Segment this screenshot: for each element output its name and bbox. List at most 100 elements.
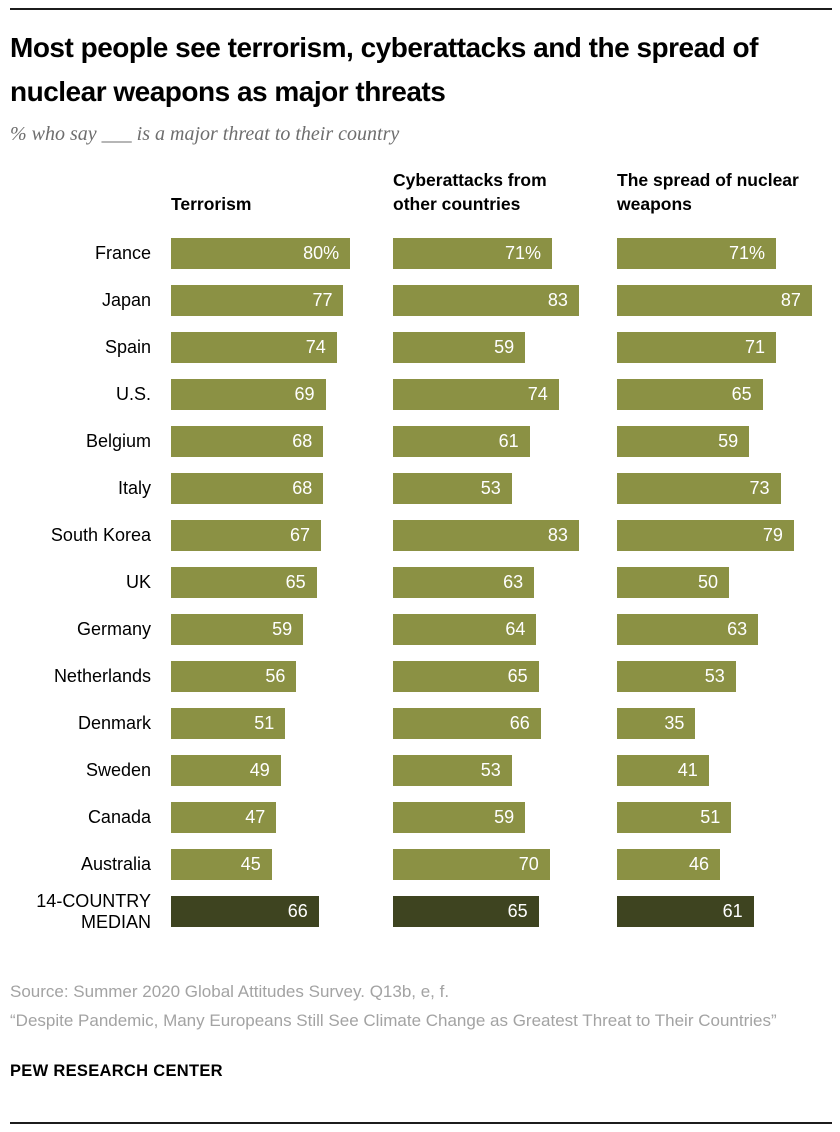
bar-cell: 77 <box>151 285 373 316</box>
row-label: Netherlands <box>53 666 151 686</box>
bar: 47 <box>171 802 277 833</box>
bar: 56 <box>171 661 297 692</box>
value-label: 46 <box>689 854 710 874</box>
value-label: 51 <box>254 713 275 733</box>
bar-cell: 83 <box>373 285 597 316</box>
value-label: 71% <box>505 243 542 263</box>
bar-cell: 51 <box>597 802 830 833</box>
value-label: 66 <box>509 713 530 733</box>
value-label: 67 <box>290 525 311 545</box>
row-label: Denmark <box>77 713 151 733</box>
row-label: Italy <box>117 478 151 498</box>
chart-row: Japan 77 83 87 <box>10 277 832 324</box>
bar-cell: 63 <box>373 567 597 598</box>
bar: 74 <box>393 379 559 410</box>
chart-row: Italy 68 53 73 <box>10 465 832 512</box>
chart-row: UK 65 63 50 <box>10 559 832 606</box>
series-header-cell: The spread of nuclear weapons <box>597 168 830 216</box>
series-header-cell: Terrorism <box>151 192 373 216</box>
chart-row: U.S. 69 74 65 <box>10 371 832 418</box>
value-label: 65 <box>731 384 752 404</box>
bar: 87 <box>617 285 812 316</box>
series-header-cyberattacks: Cyberattacks from other countries <box>393 170 547 214</box>
bar: 65 <box>171 567 317 598</box>
bar-cell: 53 <box>373 473 597 504</box>
source-note: Source: Summer 2020 Global Attitudes Sur… <box>10 982 450 1001</box>
series-header-terrorism: Terrorism <box>171 194 252 214</box>
bar-cell: 53 <box>373 755 597 786</box>
value-label: 51 <box>700 807 721 827</box>
bar-cell: 41 <box>597 755 830 786</box>
bar: 51 <box>171 708 286 739</box>
chart-row: South Korea 67 83 79 <box>10 512 832 559</box>
bar: 65 <box>393 896 539 927</box>
bar-cell: 71% <box>597 238 830 269</box>
bar-cell: 50 <box>597 567 830 598</box>
bar-cell: 79 <box>597 520 830 551</box>
bar: 71% <box>617 238 777 269</box>
bar: 61 <box>617 896 754 927</box>
bar: 46 <box>617 849 721 880</box>
bar: 50 <box>617 567 729 598</box>
chart-subtitle: % who say ___ is a major threat to their… <box>10 123 400 145</box>
chart-row: Belgium 68 61 59 <box>10 418 832 465</box>
row-label: Australia <box>80 854 151 874</box>
value-label: 83 <box>547 290 568 310</box>
chart-row: Sweden 49 53 41 <box>10 747 832 794</box>
value-label: 80% <box>303 243 340 263</box>
row-label: Canada <box>87 807 151 827</box>
bar: 49 <box>171 755 281 786</box>
row-label: Belgium <box>85 431 151 451</box>
bar: 53 <box>393 755 512 786</box>
value-label: 69 <box>294 384 315 404</box>
bar-cell: 56 <box>151 661 373 692</box>
series-header-nuclear: The spread of nuclear weapons <box>617 170 799 214</box>
value-label: 65 <box>507 901 528 921</box>
bar-cell: 74 <box>373 379 597 410</box>
bar: 35 <box>617 708 696 739</box>
value-label: 59 <box>272 619 293 639</box>
bar: 77 <box>171 285 344 316</box>
bar: 70 <box>393 849 550 880</box>
value-label: 59 <box>494 807 515 827</box>
bar: 66 <box>393 708 541 739</box>
bar-cell: 66 <box>373 708 597 739</box>
bar-cell: 47 <box>151 802 373 833</box>
bar-cell: 65 <box>373 661 597 692</box>
value-label: 63 <box>503 572 524 592</box>
chart-row: France 80% 71% 71% <box>10 230 832 277</box>
bar: 83 <box>393 285 579 316</box>
bar: 59 <box>617 426 750 457</box>
report-title-note: “Despite Pandemic, Many Europeans Still … <box>10 1011 777 1030</box>
bar-cell: 59 <box>151 614 373 645</box>
chart-row: Germany 59 64 63 <box>10 606 832 653</box>
value-label: 70 <box>518 854 539 874</box>
bar: 65 <box>617 379 763 410</box>
bar: 68 <box>171 473 324 504</box>
chart-row-median: 14-COUNTRY MEDIAN 66 65 61 <box>10 888 832 935</box>
value-label: 49 <box>249 760 270 780</box>
bar: 80% <box>171 238 351 269</box>
bar: 53 <box>617 661 736 692</box>
bar: 73 <box>617 473 781 504</box>
bar-cell: 66 <box>151 896 373 927</box>
bar: 71 <box>617 332 777 363</box>
bar-cell: 71% <box>373 238 597 269</box>
bar: 51 <box>617 802 732 833</box>
bar: 74 <box>171 332 337 363</box>
value-label: 56 <box>265 666 286 686</box>
value-label: 63 <box>727 619 748 639</box>
bar: 59 <box>393 332 526 363</box>
bar: 41 <box>617 755 709 786</box>
top-divider <box>10 8 832 10</box>
bar: 64 <box>393 614 537 645</box>
value-label: 53 <box>480 478 501 498</box>
bar-chart: Terrorism Cyberattacks from other countr… <box>10 164 832 935</box>
bar-cell: 51 <box>151 708 373 739</box>
value-label: 71 <box>745 337 766 357</box>
value-label: 47 <box>245 807 266 827</box>
value-label: 64 <box>505 619 526 639</box>
value-label: 87 <box>780 290 801 310</box>
bar-cell: 61 <box>597 896 830 927</box>
bar-cell: 46 <box>597 849 830 880</box>
